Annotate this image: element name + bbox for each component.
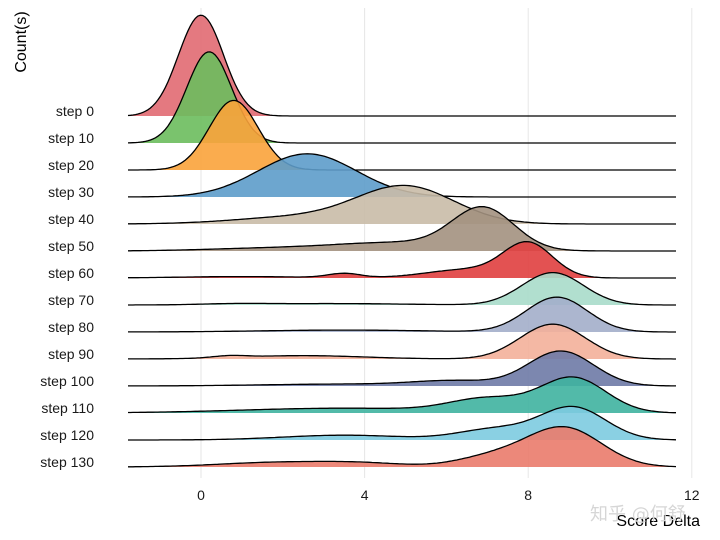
ridge-series: step 80: [48, 296, 676, 335]
ridge-label: step 100: [40, 373, 94, 389]
ridge-series: step 20: [48, 99, 676, 173]
ridge-outline: [128, 205, 676, 252]
ridge-series: step 100: [40, 350, 676, 389]
ridge-outline: [128, 271, 676, 306]
ridge-area: [128, 185, 676, 224]
ridge-label: step 50: [48, 238, 94, 254]
ridge-label: step 80: [48, 319, 94, 335]
ridge-outline: [128, 405, 677, 441]
ridge-area: [128, 100, 676, 170]
ridge-label: step 120: [40, 427, 94, 443]
ridge-label: step 0: [56, 103, 94, 119]
ridge-series: step 50: [48, 205, 676, 254]
ridge-area: [128, 51, 676, 143]
ridge-series: step 0: [56, 14, 676, 119]
ridge-area: [128, 297, 676, 332]
x-tick-label: 0: [197, 487, 205, 503]
ridge-area: [128, 206, 676, 251]
ridge-outline: [128, 99, 676, 171]
ridge-series: step 10: [48, 51, 676, 146]
x-tick-label: 4: [361, 487, 369, 503]
ridge-label: step 20: [48, 157, 94, 173]
x-tick-label: 8: [524, 487, 532, 503]
watermark: 知乎 @何舒: [590, 504, 686, 525]
ridge-series: step 70: [48, 271, 676, 308]
ridge-series: step 30: [48, 153, 676, 200]
x-tick-label: 12: [684, 487, 700, 503]
ridge-area: [128, 324, 676, 359]
ridge-series: step 40: [48, 184, 676, 227]
ridge-label: step 110: [41, 400, 94, 416]
ridge-outline: [127, 14, 676, 117]
ridge-area: [128, 153, 676, 197]
ridge-outline: [128, 350, 676, 387]
ridges: step 0 step 10 step 20 step 30 step 40 step 5…: [40, 14, 677, 470]
x-axis-title: Score Delta: [616, 513, 700, 530]
ridge-outline: [128, 296, 676, 333]
ridge-outline: [128, 240, 676, 279]
ridge-area: [128, 241, 676, 278]
ridge-area: [128, 272, 676, 305]
ridge-series: step 60: [48, 240, 676, 281]
ridge-label: step 130: [40, 454, 94, 470]
ridge-outline: [128, 425, 677, 468]
ridge-label: step 40: [48, 211, 94, 227]
ridge-outline: [128, 376, 676, 414]
ridge-series: step 90: [48, 323, 676, 362]
ridge-area: [128, 376, 676, 413]
x-axis-ticks: 0 4 8 12: [197, 487, 700, 503]
ridge-outline: [127, 51, 676, 144]
ridge-area: [128, 351, 676, 386]
ridge-series: step 110: [41, 376, 676, 416]
ridge-outline: [128, 323, 676, 360]
ridge-label: step 30: [48, 184, 94, 200]
ridge-outline: [128, 184, 676, 225]
ridge-label: step 90: [48, 346, 94, 362]
y-axis-title: Count(s): [13, 11, 30, 72]
ridge-area: [128, 426, 676, 467]
ridge-series: step 130: [40, 425, 677, 470]
ridge-label: step 10: [48, 130, 94, 146]
ridge-label: step 60: [48, 265, 94, 281]
ridge-label: step 70: [48, 292, 94, 308]
